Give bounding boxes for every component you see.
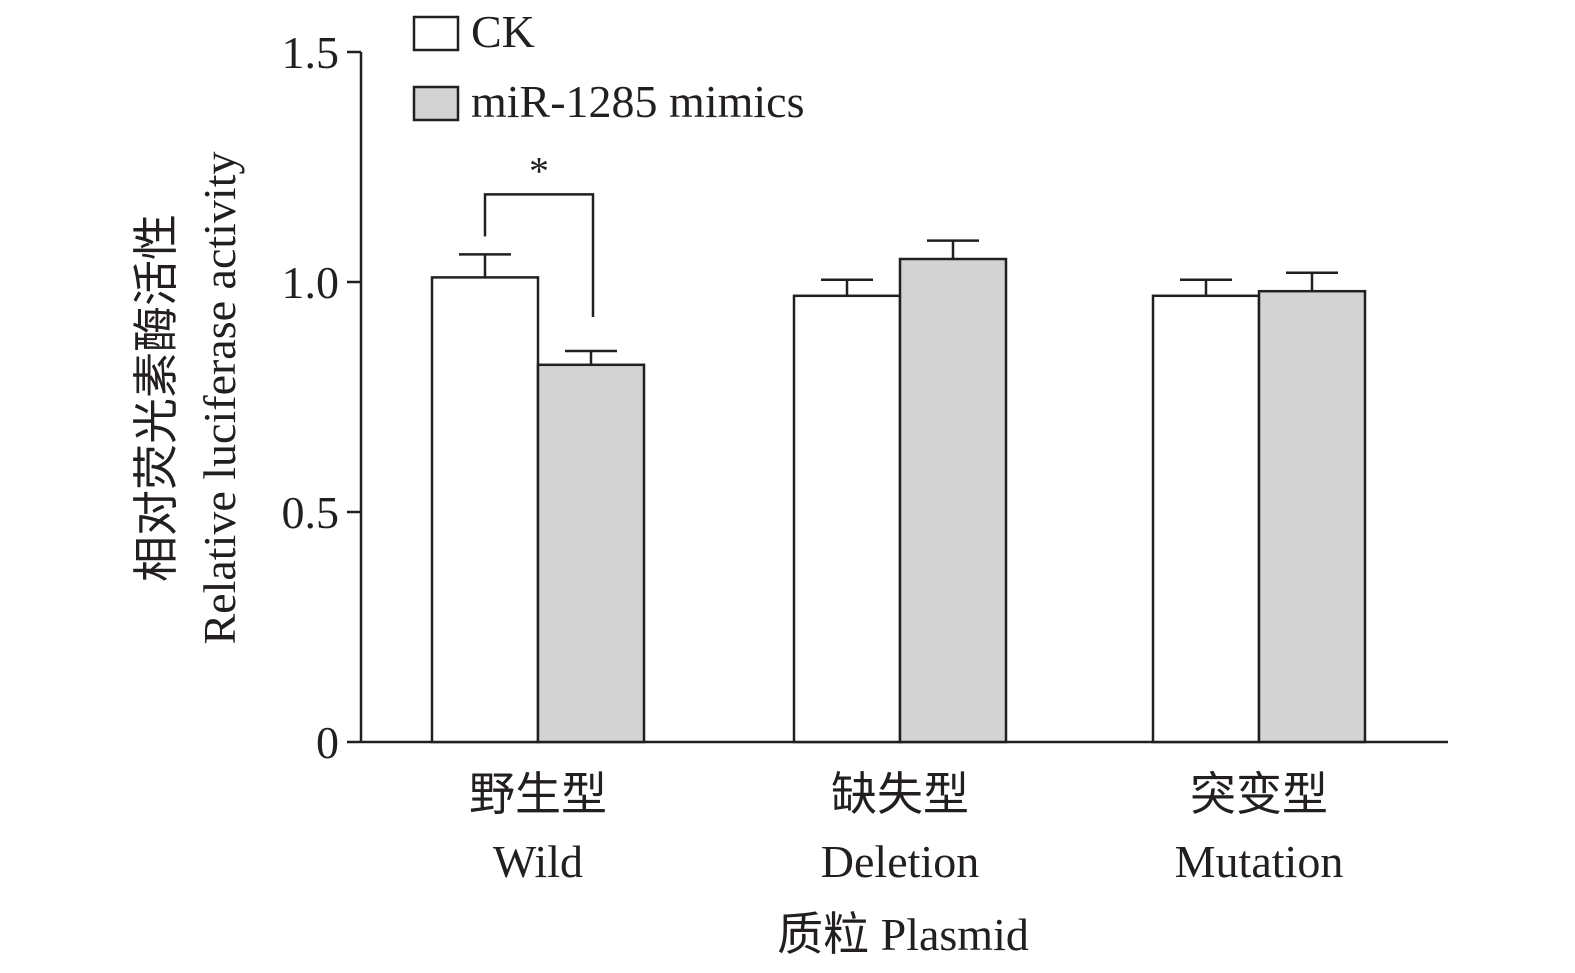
error-bars-layer	[459, 239, 1338, 365]
legend-swatch-ck	[412, 15, 460, 52]
x-axis-category-labels: 野生型 Wild 缺失型 Deletion 突变型 Mutation	[469, 769, 1343, 887]
legend-swatch-mimics	[412, 85, 460, 122]
y-axis-ticks: 0 0.5 1.0 1.5	[282, 27, 361, 768]
bar-ck	[430, 276, 540, 744]
significance-bracket	[483, 193, 595, 317]
bar-mimics	[898, 257, 1008, 744]
y-tick-label: 0.5	[282, 487, 340, 538]
x-tick-label-cn: 突变型	[1190, 769, 1328, 820]
bars-layer	[430, 257, 1367, 744]
y-axis-title-en: Relative luciferase activity	[194, 152, 245, 645]
x-tick-label-cn: 野生型	[469, 769, 607, 820]
legend-label-ck: CK	[471, 6, 535, 57]
bar-ck	[1151, 294, 1261, 744]
y-axis-title-cn: 相对荧光素酶活性	[131, 214, 182, 582]
legend-label-mimics: miR-1285 mimics	[471, 76, 805, 127]
significance-layer: *	[483, 148, 595, 317]
bar-ck	[792, 294, 902, 744]
y-tick-label: 1.5	[282, 27, 340, 78]
x-tick-label-en: Deletion	[821, 836, 979, 887]
x-tick-label-en: Mutation	[1175, 836, 1344, 887]
x-tick-label-cn: 缺失型	[831, 769, 969, 820]
y-tick-label: 1.0	[282, 257, 340, 308]
x-axis-title: 质粒 Plasmid	[777, 909, 1029, 960]
bar-mimics	[1257, 289, 1367, 744]
y-tick-label: 0	[316, 717, 339, 768]
y-axis-title: 相对荧光素酶活性 Relative luciferase activity	[131, 152, 245, 645]
x-tick-label-en: Wild	[493, 836, 583, 887]
bar-mimics	[536, 363, 646, 744]
legend: CK miR-1285 mimics	[412, 6, 805, 127]
significance-asterisk: *	[529, 148, 549, 193]
